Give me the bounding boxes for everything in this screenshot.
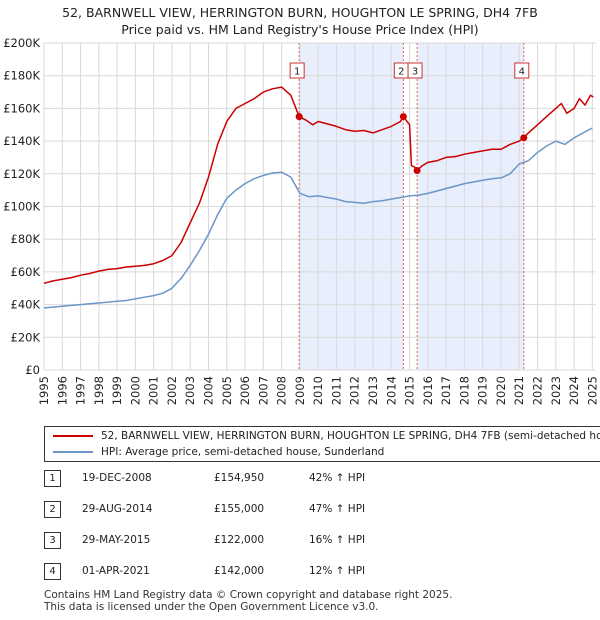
y-tick-label: £60K	[11, 265, 41, 279]
footer-line-1: Contains HM Land Registry data © Crown c…	[44, 589, 453, 601]
y-tick-label: £0	[25, 363, 40, 377]
x-tick-label: 2012	[348, 376, 362, 405]
transaction-date: 01-APR-2021	[82, 565, 150, 577]
x-tick-label: 2017	[439, 376, 453, 405]
legend-item-property: 52, BARNWELL VIEW, HERRINGTON BURN, HOUG…	[53, 430, 600, 446]
x-tick-label: 2014	[384, 376, 398, 405]
x-tick-label: 1995	[37, 376, 51, 405]
table-row: 3 29-MAY-2015 £122,000 16% ↑ HPI	[44, 532, 444, 552]
hpi-line	[43, 127, 593, 309]
x-tick-label: 2010	[311, 376, 325, 405]
transaction-date: 29-MAY-2015	[82, 534, 151, 546]
transaction-date: 19-DEC-2008	[82, 472, 152, 484]
x-tick-label: 2002	[165, 376, 179, 405]
y-tick-label: £100K	[3, 200, 40, 214]
transaction-number: 3	[44, 532, 61, 549]
transaction-point-1	[295, 113, 303, 121]
x-tick-label: 2011	[329, 376, 343, 405]
x-tick-label: 2000	[128, 376, 142, 405]
transaction-price: £155,000	[214, 503, 265, 515]
table-row: 1 19-DEC-2008 £154,950 42% ↑ HPI	[44, 470, 444, 490]
y-tick-label: £200K	[3, 36, 40, 50]
x-tick-label: 2018	[457, 376, 471, 405]
chart-title: 52, BARNWELL VIEW, HERRINGTON BURN, HOUG…	[0, 4, 600, 38]
x-tick-label: 2005	[220, 376, 234, 405]
x-tick-label: 1996	[55, 376, 69, 405]
y-tick-label: £120K	[3, 167, 40, 181]
y-tick-label: £180K	[3, 69, 40, 83]
y-tick-label: £40K	[11, 298, 41, 312]
x-tick-label: 2025	[585, 376, 599, 405]
footer: Contains HM Land Registry data © Crown c…	[44, 589, 452, 613]
legend-swatch-property	[53, 435, 93, 437]
legend: 52, BARNWELL VIEW, HERRINGTON BURN, HOUG…	[44, 426, 600, 462]
transaction-price: £142,000	[214, 565, 265, 577]
x-tick-label: 2007	[256, 376, 270, 405]
transaction-label-1: 1	[294, 67, 300, 78]
legend-item-hpi: HPI: Average price, semi-detached house,…	[53, 446, 385, 461]
transaction-hpi: 12% ↑ HPI	[309, 565, 366, 577]
transaction-label-box-3	[407, 62, 423, 79]
price-chart: £0 £20K £40K £60K £80K £100K £120K £140K £160K £1…	[3, 36, 599, 405]
x-tick-label: 1999	[110, 376, 124, 405]
y-tick-label: £160K	[3, 101, 40, 115]
transaction-label-4: 4	[519, 67, 525, 78]
table-row: 4 01-APR-2021 £142,000 12% ↑ HPI	[44, 563, 444, 583]
x-tick-label: 2001	[147, 376, 161, 405]
x-tick-label: 2003	[183, 376, 197, 405]
title-line-1: 52, BARNWELL VIEW, HERRINGTON BURN, HOUG…	[62, 5, 538, 20]
transaction-label-3: 3	[412, 67, 418, 78]
table-row: 2 29-AUG-2014 £155,000 47% ↑ HPI	[44, 501, 444, 521]
x-tick-label: 1997	[74, 376, 88, 405]
x-tick-label: 2008	[275, 376, 289, 405]
y-tick-label: £20K	[11, 330, 41, 344]
transaction-point-3	[413, 167, 421, 175]
x-tick-label: 2021	[512, 376, 526, 405]
transaction-label-2: 2	[398, 67, 404, 78]
transaction-number: 4	[44, 563, 61, 580]
y-tick-label: £140K	[3, 134, 40, 148]
x-tick-label: 2024	[567, 376, 581, 405]
transaction-point-4	[520, 134, 528, 142]
legend-label-property: 52, BARNWELL VIEW, HERRINGTON BURN, HOUG…	[101, 430, 600, 442]
x-tick-label: 2016	[421, 376, 435, 405]
x-tick-label: 2006	[238, 376, 252, 405]
x-tick-label: 2015	[403, 376, 417, 405]
x-tick-label: 2004	[202, 376, 216, 405]
x-tick-label: 2009	[293, 376, 307, 405]
y-tick-label: £80K	[11, 232, 41, 246]
x-tick-label: 1998	[92, 376, 106, 405]
legend-label-hpi: HPI: Average price, semi-detached house,…	[101, 446, 385, 458]
transaction-number: 1	[44, 470, 61, 487]
transaction-point-2	[399, 113, 407, 121]
transaction-number: 2	[44, 501, 61, 518]
x-tick-label: 2019	[476, 376, 490, 405]
transaction-price: £154,950	[214, 472, 265, 484]
x-tick-label: 2020	[494, 376, 508, 405]
legend-swatch-hpi	[53, 451, 93, 453]
transaction-label-box-4	[514, 62, 530, 79]
x-tick-label: 2023	[549, 376, 563, 405]
transaction-hpi: 16% ↑ HPI	[309, 534, 366, 546]
transaction-date: 29-AUG-2014	[82, 503, 153, 515]
transaction-price: £122,000	[214, 534, 265, 546]
x-tick-label: 2013	[366, 376, 380, 405]
title-line-2: Price paid vs. HM Land Registry's House …	[121, 22, 479, 37]
transaction-hpi: 42% ↑ HPI	[309, 472, 366, 484]
transaction-label-box-1	[289, 62, 305, 79]
transaction-hpi: 47% ↑ HPI	[309, 503, 366, 515]
x-tick-label: 2022	[531, 376, 545, 405]
footer-line-2: This data is licensed under the Open Gov…	[44, 601, 379, 613]
